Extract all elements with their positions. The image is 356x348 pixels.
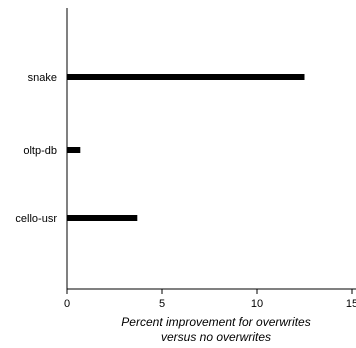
bars-group	[67, 74, 305, 221]
category-labels: snake oltp-db cello-usr	[15, 72, 57, 225]
x-tick-label-0: 0	[64, 298, 70, 310]
x-tick-label-10: 10	[251, 298, 263, 310]
x-axis-title-line2: versus no overwrites	[161, 330, 271, 344]
category-label-snake: snake	[28, 72, 57, 84]
category-label-oltp-db: oltp-db	[23, 145, 57, 157]
bar-cello-usr	[67, 215, 138, 221]
x-tick-label-15: 15	[346, 298, 356, 310]
category-label-cello-usr: cello-usr	[15, 213, 57, 225]
bar-oltp-db	[67, 147, 81, 153]
x-axis-title-line1: Percent improvement for overwrites	[121, 315, 310, 329]
x-tick-label-5: 5	[159, 298, 165, 310]
bar-snake	[67, 74, 305, 80]
x-ticks: 0 5 10 15	[64, 289, 356, 310]
